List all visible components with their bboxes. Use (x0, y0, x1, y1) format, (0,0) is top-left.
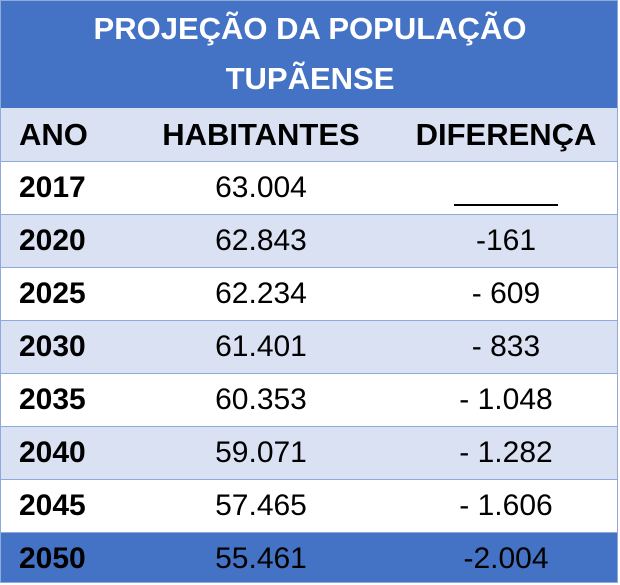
cell-diferenca: -161 (475, 224, 537, 257)
table-row: 2017 63.004 (1, 161, 617, 214)
table-row: 2035 60.353 - 1.048 (1, 373, 617, 426)
cell-ano: 2025 (19, 277, 86, 310)
cell-ano: 2017 (19, 171, 86, 204)
cell-habitantes: 63.004 (215, 171, 307, 204)
cell-habitantes: 62.843 (215, 224, 307, 257)
cell-habitantes: 61.401 (215, 330, 307, 363)
blank-line (454, 184, 558, 206)
table-row: 2050 55.461 -2.004 (1, 532, 617, 582)
cell-diferenca: - 1.048 (459, 383, 553, 416)
cell-habitantes: 59.071 (215, 436, 307, 469)
cell-diferenca: -2.004 (463, 541, 549, 575)
cell-habitantes: 55.461 (215, 541, 307, 575)
cell-diferenca: - 833 (471, 330, 541, 363)
cell-habitantes: 60.353 (215, 383, 307, 416)
table-title: PROJEÇÃO DA POPULAÇÃO TUPÃENSE (1, 1, 617, 108)
cell-habitantes: 57.465 (215, 489, 307, 522)
cell-ano: 2050 (19, 541, 86, 575)
cell-diferenca: - 1.606 (459, 489, 553, 522)
cell-ano: 2030 (19, 330, 86, 363)
header-habitantes: HABITANTES (162, 116, 360, 152)
header-ano: ANO (19, 116, 88, 152)
table-row: 2020 62.843 -161 (1, 214, 617, 267)
table-row: 2045 57.465 - 1.606 (1, 479, 617, 532)
cell-habitantes: 62.234 (215, 277, 307, 310)
title-line-2: TUPÃENSE (225, 61, 395, 96)
table-header-row: ANO HABITANTES DIFERENÇA (1, 108, 617, 161)
cell-diferenca: - 1.282 (459, 436, 553, 469)
title-line-1: PROJEÇÃO DA POPULAÇÃO (93, 11, 527, 46)
cell-diferenca-blank (396, 162, 616, 214)
cell-diferenca: - 609 (471, 277, 541, 310)
table-row: 2025 62.234 - 609 (1, 267, 617, 320)
table-row: 2030 61.401 - 833 (1, 320, 617, 373)
cell-ano: 2040 (19, 436, 86, 469)
cell-ano: 2035 (19, 383, 86, 416)
cell-ano: 2020 (19, 224, 86, 257)
header-diferenca: DIFERENÇA (415, 116, 597, 152)
cell-ano: 2045 (19, 489, 86, 522)
table-row: 2040 59.071 - 1.282 (1, 426, 617, 479)
